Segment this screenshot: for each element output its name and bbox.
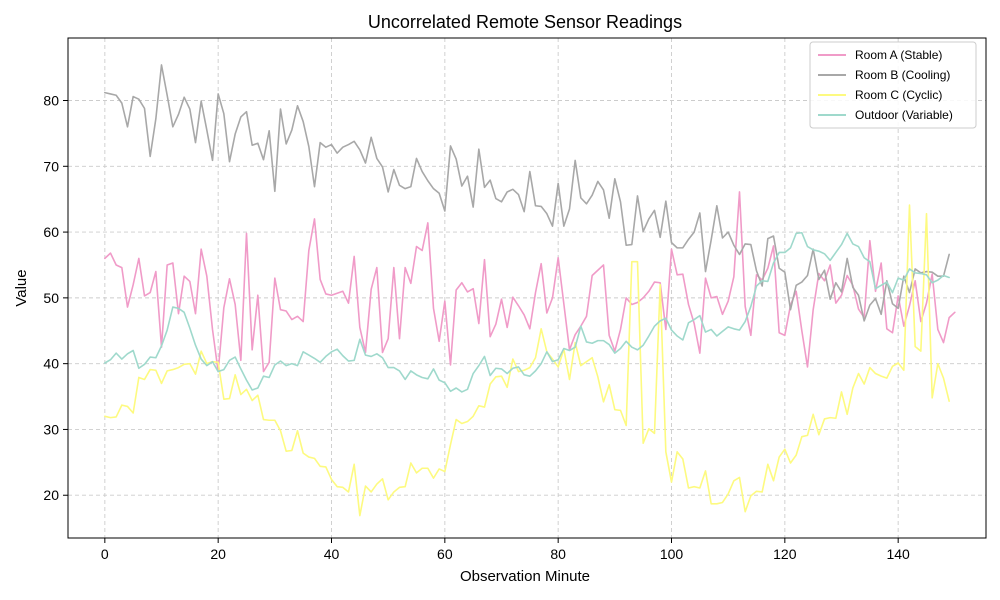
- series-line-1: [104, 191, 956, 373]
- axis-ticks: 0 20 40 60 80 100 120 140 20 30 40 50 60 70 80: [43, 93, 910, 563]
- x-tick-label: 100: [660, 546, 684, 562]
- legend-label: Room A (Stable): [855, 48, 942, 62]
- legend-label: Outdoor (Variable): [855, 108, 953, 122]
- y-tick-label: 30: [43, 421, 59, 437]
- y-tick-label: 40: [43, 356, 59, 372]
- x-axis-label: Observation Minute: [460, 568, 590, 585]
- y-tick-label: 20: [43, 487, 59, 503]
- x-tick-label: 20: [210, 546, 226, 562]
- x-tick-label: 120: [773, 546, 797, 562]
- legend-box: [809, 41, 977, 129]
- x-tick-label: 80: [550, 546, 566, 562]
- series-line-3: [104, 204, 950, 517]
- y-tick-label: 70: [43, 158, 59, 174]
- legend-label: Room C (Cyclic): [855, 88, 942, 102]
- series-lines: [104, 64, 956, 517]
- series-line-2: [104, 64, 950, 322]
- y-axis-label: Value: [13, 269, 30, 306]
- x-tick-label: 0: [101, 546, 109, 562]
- x-tick-label: 40: [324, 546, 340, 562]
- x-tick-label: 60: [437, 546, 453, 562]
- series-line-4: [104, 231, 950, 393]
- y-tick-label: 50: [43, 290, 59, 306]
- gridlines: [68, 38, 986, 538]
- y-tick-label: 60: [43, 224, 59, 240]
- x-tick-label: 140: [886, 546, 910, 562]
- legend: Room A (Stable) Room B (Cooling) Room C (C…: [809, 41, 977, 129]
- chart-title: Uncorrelated Remote Sensor Readings: [368, 12, 682, 32]
- legend-label: Room B (Cooling): [855, 68, 950, 82]
- y-tick-label: 80: [43, 93, 59, 109]
- plot-frame: [67, 37, 987, 539]
